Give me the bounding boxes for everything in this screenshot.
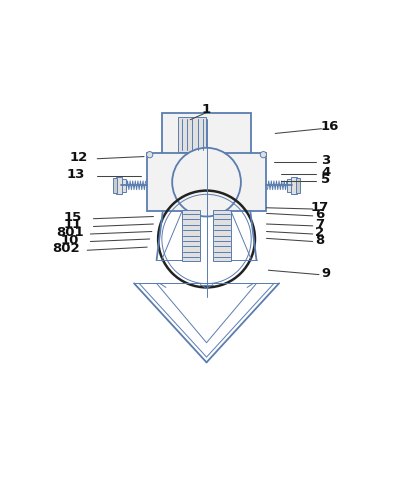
Circle shape [260,151,266,158]
Bar [113,178,116,193]
Text: 4: 4 [321,166,330,179]
Text: 2: 2 [315,226,324,239]
Bar [120,179,126,192]
Text: 17: 17 [310,201,329,214]
Text: 11: 11 [64,219,82,232]
Text: 6: 6 [315,208,324,221]
Text: 5: 5 [321,173,330,186]
Text: 3: 3 [321,154,330,167]
Text: 801: 801 [56,226,83,239]
Text: 1: 1 [202,103,211,116]
Bar [116,176,122,194]
Bar [213,210,231,261]
Text: 16: 16 [321,120,339,133]
Bar [287,179,293,192]
Bar [297,178,300,193]
Text: 802: 802 [52,243,80,255]
Text: 15: 15 [64,211,82,224]
Text: 12: 12 [70,151,88,164]
Bar [162,114,251,155]
Text: 10: 10 [60,234,79,247]
Bar [291,176,297,194]
Bar [147,153,266,211]
Bar [178,117,206,151]
Circle shape [147,151,153,158]
Text: 8: 8 [315,234,324,247]
Text: 9: 9 [321,267,330,280]
Text: 7: 7 [315,219,324,232]
Text: 13: 13 [67,167,85,181]
Bar [182,210,200,261]
Circle shape [172,148,241,217]
